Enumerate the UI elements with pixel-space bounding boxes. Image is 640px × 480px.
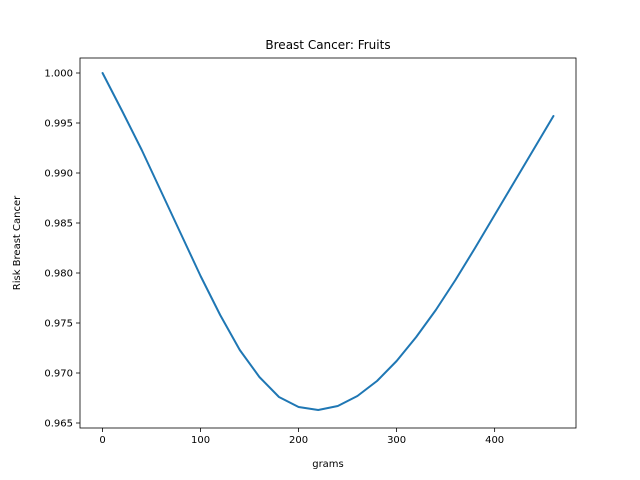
x-tick-label: 100 bbox=[191, 435, 210, 446]
y-axis-label: Risk Breast Cancer bbox=[12, 195, 23, 290]
y-tick-label: 0.970 bbox=[44, 369, 73, 380]
x-tick-label: 0 bbox=[99, 435, 105, 446]
series-line bbox=[101, 72, 555, 411]
y-tick-label: 0.995 bbox=[44, 119, 73, 130]
y-tick-label: 0.975 bbox=[44, 319, 73, 330]
y-tick-label: 0.980 bbox=[44, 269, 73, 280]
x-axis-label: grams bbox=[312, 459, 344, 470]
y-tick-label: 0.965 bbox=[44, 419, 73, 430]
x-tick-label: 200 bbox=[289, 435, 308, 446]
x-tick-label: 300 bbox=[387, 435, 406, 446]
chart-title: Breast Cancer: Fruits bbox=[265, 38, 390, 52]
y-tick-label: 1.000 bbox=[44, 69, 73, 80]
x-tick-label: 400 bbox=[485, 435, 504, 446]
axes-frame bbox=[79, 57, 577, 429]
y-tick-label: 0.985 bbox=[44, 219, 73, 230]
y-tick-label: 0.990 bbox=[44, 169, 73, 180]
plot-area: 0 100 200 300 400 0.965 0.970 0.975 0.980 0.985 0.… bbox=[44, 69, 555, 446]
